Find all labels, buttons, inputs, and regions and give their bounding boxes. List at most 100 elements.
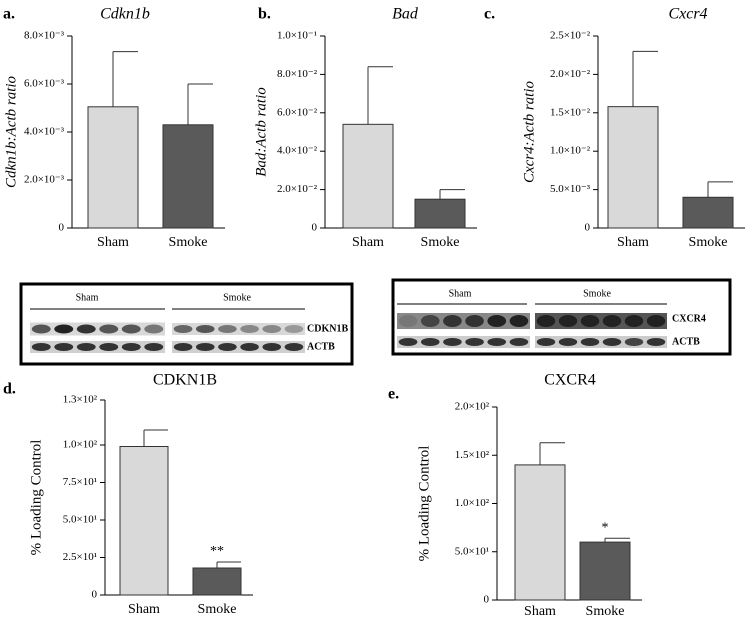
blot-band [624, 338, 644, 346]
blot-band [144, 343, 164, 351]
blot-band [76, 324, 96, 334]
blot-band [398, 338, 418, 346]
blot-band [173, 343, 193, 351]
blot-band [76, 343, 96, 351]
y-tick-label: 1.3×10² [63, 394, 98, 406]
chart-title: Cdkn1b [100, 6, 150, 23]
blot-band [144, 324, 164, 334]
y-tick-label: 1.5×10² [455, 449, 490, 461]
blot-band [218, 343, 237, 351]
bar [514, 464, 566, 601]
y-tick-label: 2.5×10¹ [63, 551, 97, 563]
y-tick-label: 0 [585, 222, 591, 234]
x-tick-label: Sham [128, 602, 160, 617]
blot-band [646, 315, 666, 327]
blot-band [121, 343, 141, 351]
blot-band [602, 338, 622, 346]
blot-band [580, 338, 600, 346]
blot-band [580, 315, 600, 327]
panel-label: a. [3, 6, 15, 23]
y-axis-label: % Loading Control [416, 446, 432, 562]
y-tick-label: 6.0×10⁻³ [24, 78, 65, 90]
blot-band [218, 325, 237, 333]
panel-label: c. [484, 6, 495, 23]
y-tick-label: 2.0×10⁻² [550, 68, 591, 80]
blot-band [54, 324, 74, 334]
bar [192, 567, 242, 596]
blot-band [487, 315, 507, 327]
x-tick-label: Smoke [198, 602, 237, 617]
blot-bands [30, 313, 667, 353]
blot-band [262, 343, 282, 351]
y-tick-label: 2.0×10⁻² [277, 183, 318, 195]
bar [414, 198, 466, 229]
y-tick-label: 5.0×10⁻³ [550, 183, 591, 195]
y-tick-label: 7.5×10¹ [63, 476, 97, 488]
y-axis-label: Cxcr4:Actb ratio [521, 80, 537, 183]
y-axis-label: % Loading Control [28, 440, 44, 556]
blot-band [121, 324, 141, 334]
blot-band [31, 324, 51, 334]
blot-band [54, 343, 74, 351]
x-tick-label: Smoke [169, 235, 208, 250]
y-tick-label: 6.0×10⁻² [277, 106, 318, 118]
blot-group: Sham [76, 292, 99, 303]
blot-band [284, 325, 304, 333]
y-tick-label: 8.0×10⁻² [277, 68, 318, 80]
x-tick-label: Sham [617, 235, 649, 250]
bar [162, 124, 214, 229]
y-tick-label: 2.5×10⁻² [550, 30, 591, 42]
y-tick-label: 0 [59, 222, 65, 234]
blot-row: CXCR4 [672, 313, 706, 324]
blot-band [487, 338, 507, 346]
blot-group: Smoke [583, 288, 611, 299]
blot-band [536, 338, 556, 346]
x-tick-label: Smoke [689, 235, 728, 250]
blot-band [536, 315, 556, 327]
y-tick-label: 0 [312, 222, 318, 234]
y-tick-label: 0 [92, 589, 98, 601]
x-tick-label: Smoke [421, 235, 460, 250]
x-tick-label: Sham [97, 235, 129, 250]
y-tick-label: 1.5×10⁻² [550, 106, 591, 118]
blot-band [465, 338, 484, 346]
bar [682, 196, 734, 229]
blot-band [262, 325, 282, 333]
blot-band [195, 325, 215, 333]
annotation: * [602, 520, 609, 535]
bar [579, 541, 631, 601]
y-tick-label: 2.0×10² [455, 401, 490, 413]
y-axis-label: Cdkn1b:Actb ratio [3, 75, 19, 188]
x-tick-label: Smoke [586, 604, 625, 619]
blot-row: CDKN1B [307, 323, 348, 334]
y-tick-label: 2.0×10⁻³ [24, 174, 65, 186]
bar [87, 106, 139, 229]
y-tick-label: 4.0×10⁻³ [24, 126, 65, 138]
blot-band [420, 315, 440, 327]
blot-band [31, 343, 51, 351]
chart-title: CDKN1B [153, 372, 217, 389]
x-tick-label: Sham [524, 604, 556, 619]
blot-band [509, 315, 529, 327]
blot-band [443, 338, 462, 346]
blot-band [99, 324, 119, 334]
blot-band [240, 343, 259, 351]
blot-band [173, 325, 193, 333]
y-tick-label: 4.0×10⁻² [277, 145, 318, 157]
blot-band [465, 315, 484, 327]
y-tick-label: 5.0×10¹ [63, 514, 97, 526]
blot-band [624, 315, 644, 327]
blot-band [284, 343, 304, 351]
bar [119, 446, 169, 596]
blot-band [646, 338, 666, 346]
blot-band [420, 338, 440, 346]
blot-band [509, 338, 529, 346]
bar [342, 123, 394, 229]
y-tick-label: 5.0×10¹ [455, 545, 489, 557]
y-tick-label: 1.0×10² [455, 497, 490, 509]
chart-title: Bad [392, 6, 419, 23]
blot-band [443, 315, 462, 327]
y-tick-label: 8.0×10⁻³ [24, 30, 65, 42]
panel-label: b. [258, 6, 271, 23]
